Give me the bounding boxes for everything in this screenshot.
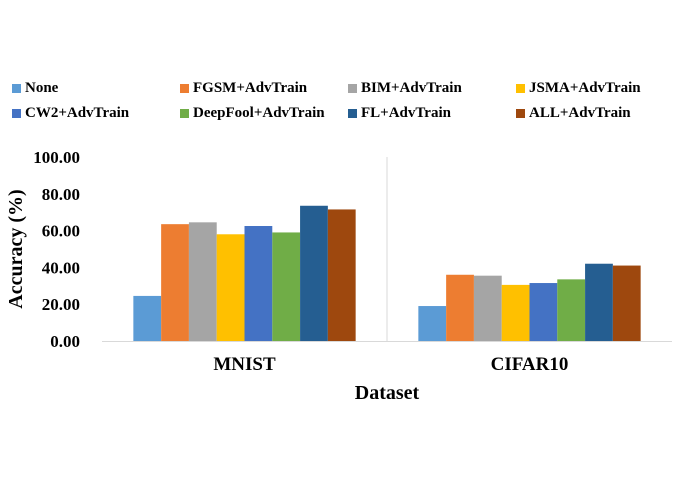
x-axis-title: Dataset (355, 382, 420, 404)
legend-swatch-bim (348, 83, 357, 93)
bar-all-cifar10 (612, 265, 641, 341)
legend-swatch-cw2 (12, 108, 21, 118)
y-axis-title: Accuracy (%) (5, 189, 27, 308)
legend-item-cw2: CW2+AdvTrain (12, 104, 129, 122)
legend-label-none: None (25, 79, 59, 96)
legend-item-deepfool: DeepFool+AdvTrain (180, 104, 325, 122)
legend-label-bim: BIM+AdvTrain (361, 79, 462, 96)
y-tick-label: 80.00 (42, 185, 80, 204)
bar-jsma-cifar10 (501, 284, 530, 341)
legend-item-jsma: JSMA+AdvTrain (516, 79, 641, 97)
bar-cw2-cifar10 (529, 283, 558, 341)
y-tick-label: 40.00 (42, 258, 80, 277)
legend-label-fgsm: FGSM+AdvTrain (193, 79, 308, 96)
bar-fgsm-mnist (161, 224, 189, 341)
legend-label-all: ALL+AdvTrain (529, 104, 631, 121)
bar-fl-cifar10 (585, 263, 613, 341)
bar-deepfool-mnist (272, 232, 301, 341)
x-tick-label: CIFAR10 (491, 354, 569, 375)
legend-swatch-deepfool (180, 108, 189, 118)
chart-legend: None FGSM+AdvTrain BIM+AdvTrain JSMA+Adv… (0, 0, 675, 130)
bar-all-mnist (327, 209, 356, 341)
y-tick-label: 0.00 (50, 332, 80, 351)
legend-label-cw2: CW2+AdvTrain (25, 104, 130, 121)
legend-swatch-fl (348, 108, 357, 118)
x-tick-label: MNIST (213, 354, 276, 375)
legend-swatch-none (12, 83, 21, 93)
legend-label-deepfool: DeepFool+AdvTrain (193, 104, 325, 121)
bar-fl-mnist (300, 205, 328, 341)
y-tick-label: 100.00 (33, 148, 80, 167)
legend-swatch-jsma (516, 83, 525, 93)
bar-deepfool-cifar10 (557, 279, 586, 341)
bar-bim-cifar10 (473, 275, 502, 341)
bar-none-mnist (133, 295, 162, 341)
legend-item-fgsm: FGSM+AdvTrain (180, 79, 307, 97)
y-tick-label: 60.00 (42, 222, 80, 241)
y-tick-label: 20.00 (42, 295, 80, 314)
legend-item-all: ALL+AdvTrain (516, 104, 631, 122)
plot-area: 0.00 20.00 40.00 60.00 80.00 100.00 MNIST CIFAR… (33, 148, 672, 375)
bar-none-cifar10 (418, 306, 447, 341)
bar-bim-mnist (188, 222, 217, 341)
legend-label-fl: FL+AdvTrain (361, 104, 451, 121)
bar-fgsm-cifar10 (446, 274, 474, 341)
bar-jsma-mnist (216, 234, 245, 341)
legend-item-fl: FL+AdvTrain (348, 104, 451, 122)
legend-item-bim: BIM+AdvTrain (348, 79, 462, 97)
legend-item-none: None (12, 79, 58, 97)
legend-swatch-all (516, 108, 525, 118)
legend-label-jsma: JSMA+AdvTrain (529, 79, 641, 96)
bar-cw2-mnist (244, 226, 273, 341)
legend-swatch-fgsm (180, 83, 189, 93)
